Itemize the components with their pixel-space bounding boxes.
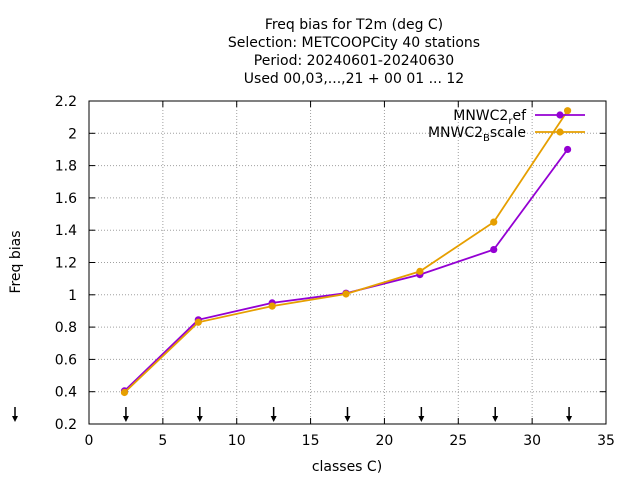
series-point-2: [563, 107, 572, 115]
chart-title-line-3: Period: 20240601-20240630: [254, 53, 454, 69]
x-tick-label: 10: [228, 433, 246, 449]
legend-swatch-point-1: [556, 111, 564, 119]
x-markers: [12, 407, 573, 422]
legend-label-2: MNWC2Bscale: [428, 125, 526, 144]
x-marker-arrow: [270, 416, 277, 422]
series-point-2: [268, 302, 276, 310]
x-marker-arrow: [492, 416, 499, 422]
series-line-2: [123, 110, 569, 394]
x-marker-arrow: [12, 416, 18, 422]
y-tick-label: 1.6: [55, 191, 77, 207]
x-marker-arrow: [566, 416, 573, 422]
y-tick-label: 2: [68, 126, 77, 142]
series-point-2: [490, 218, 498, 226]
axis-ticks: [88, 100, 607, 425]
x-tick-label: 15: [302, 433, 320, 449]
x-tick-label: 5: [158, 433, 167, 449]
grid-lines: [89, 101, 606, 424]
y-tick-label: 0.2: [55, 417, 77, 433]
chart-title-line-1: Freq bias for T2m (deg C): [265, 17, 443, 33]
chart-title-line-2: Selection: METCOOPCity 40 stations: [228, 35, 480, 51]
legend-label-main: MNWC2: [428, 125, 483, 141]
tick-labels: 0 5 10 15 20 25 30 35 0.2 0.4 0.6 0.8 1 1.2 1.4 1.6 1.8 2…: [55, 94, 615, 449]
chart-title-block: Freq bias for T2m (deg C) Selection: METC…: [228, 17, 480, 87]
y-tick-label: 1.4: [55, 223, 77, 239]
y-axis-label: Freq bias: [8, 230, 24, 293]
y-tick-label: 1.8: [55, 159, 77, 175]
legend-label-tail: scale: [490, 125, 526, 141]
legend-label-sub: B: [483, 133, 490, 144]
series-point-1: [490, 245, 498, 254]
x-tick-label: 25: [449, 433, 467, 449]
y-tick-label: 2.2: [55, 94, 77, 110]
x-tick-label: 0: [85, 433, 94, 449]
series-point-2: [342, 290, 350, 298]
series-lines: [120, 107, 572, 397]
x-tick-label: 30: [523, 433, 541, 449]
x-marker-arrow: [196, 416, 203, 422]
x-axis-label: classes C): [312, 459, 382, 475]
legend-label-main: MNWC2: [453, 108, 508, 124]
plot-frame: [88, 100, 607, 425]
legend-label-sub: r: [508, 116, 513, 127]
y-tick-label: 1.2: [55, 256, 77, 272]
legend-swatch-point-2: [556, 128, 564, 136]
series-point-2: [416, 267, 424, 275]
y-tick-label: 0.8: [55, 320, 77, 336]
y-tick-label: 0.6: [55, 352, 77, 368]
series-line-1: [123, 148, 569, 392]
chart-title-line-4: Used 00,03,...,21 + 00 01 ... 12: [244, 71, 464, 87]
legend-label-tail: ef: [512, 108, 527, 124]
legend-label-1: MNWC2ref: [453, 108, 527, 127]
y-tick-label: 0.4: [55, 385, 77, 401]
y-tick-label: 1: [68, 288, 77, 304]
x-tick-label: 35: [597, 433, 615, 449]
x-tick-label: 20: [376, 433, 394, 449]
series-point-2: [120, 388, 129, 397]
x-marker-arrow: [122, 416, 129, 422]
x-marker-arrow: [418, 416, 425, 422]
series-point-2: [194, 318, 202, 326]
series-point-1: [563, 145, 572, 154]
x-marker-arrow: [344, 416, 351, 422]
